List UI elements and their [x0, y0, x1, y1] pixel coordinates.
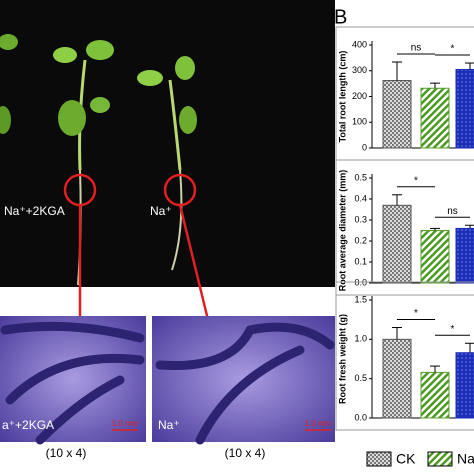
y-axis-label: Root fresh weight (g) — [337, 314, 347, 404]
scale-label: 1.0 mm — [112, 419, 139, 428]
y-axis-label: Root average diameter (mm) — [337, 170, 347, 292]
y-tick-label: 0.3 — [354, 214, 367, 224]
y-tick-label: 200 — [352, 91, 367, 101]
legend-label: Na — [457, 451, 474, 467]
y-axis-label: Total root length (cm) — [337, 51, 347, 143]
magnification: (10 x 4) — [225, 446, 266, 460]
y-tick-label: 0.4 — [354, 193, 367, 203]
y-tick-label: 400 — [352, 39, 367, 49]
y-tick-label: 300 — [352, 65, 367, 75]
y-tick-label: 1.0 — [354, 334, 367, 344]
legend-swatch — [427, 451, 453, 467]
bar — [382, 338, 412, 419]
bar — [420, 230, 450, 284]
scale-label: 1.0 mm — [305, 419, 332, 428]
legend-swatch — [366, 451, 392, 467]
magnification: (10 x 4) — [46, 446, 87, 460]
significance-label: * — [414, 308, 418, 319]
y-tick-label: 0.5 — [354, 373, 367, 383]
bar — [420, 371, 450, 419]
photo-label: a⁺+2KGA — [2, 418, 54, 432]
significance-label: * — [451, 44, 455, 55]
bar — [420, 87, 450, 149]
significance-label: * — [414, 175, 418, 186]
y-tick-label: 1.5 — [354, 294, 367, 304]
y-tick-label: 0.5 — [354, 172, 367, 182]
y-tick-label: 0.0 — [354, 412, 367, 422]
panel-label: B — [334, 6, 347, 28]
significance-label: * — [451, 324, 455, 335]
y-tick-label: 0.1 — [354, 256, 367, 266]
photo-label: Na⁺+2KGA — [4, 204, 65, 218]
chart-frame — [335, 281, 474, 431]
root-image — [0, 321, 335, 445]
y-tick-label: 0.2 — [354, 235, 367, 245]
bar — [455, 227, 474, 284]
significance-label: ns — [447, 206, 458, 217]
significance-label: ns — [411, 43, 422, 54]
bar — [382, 204, 412, 284]
photo-background — [0, 0, 335, 287]
y-tick-label: 100 — [352, 117, 367, 127]
y-tick-label: 0 — [362, 142, 367, 152]
photo-label: Na⁺ — [158, 418, 180, 432]
chart-frame — [335, 159, 474, 296]
photo-label: Na⁺ — [150, 204, 172, 218]
bar — [455, 352, 474, 419]
bar — [382, 80, 412, 149]
legend-label: CK — [396, 451, 416, 467]
bar — [455, 68, 474, 149]
